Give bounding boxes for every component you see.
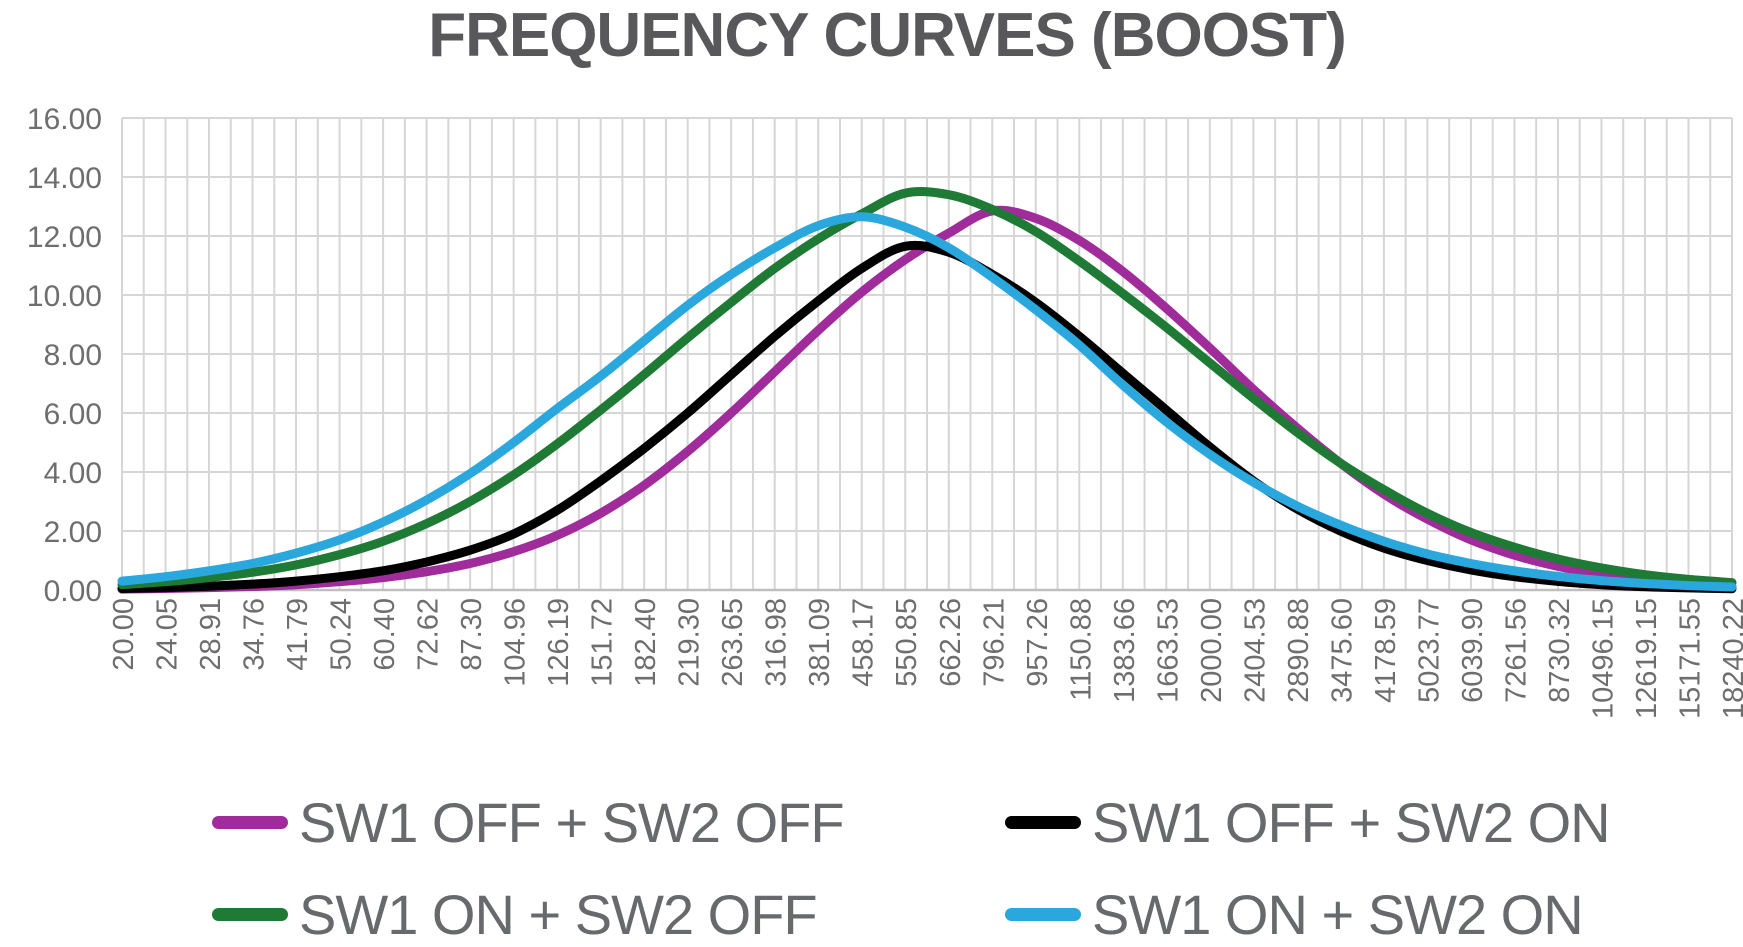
legend-label: SW1 ON + SW2 ON <box>1092 882 1584 946</box>
chart-title: FREQUENCY CURVES (BOOST) <box>428 1 1347 70</box>
y-tick-label: 10.00 <box>27 280 102 313</box>
legend-label: SW1 OFF + SW2 OFF <box>299 790 845 854</box>
x-tick-label: 381.09 <box>804 598 836 687</box>
legend-item-sw1-on-sw2-on: SW1 ON + SW2 ON <box>1005 881 1584 947</box>
legend-item-sw1-on-sw2-off: SW1 ON + SW2 OFF <box>212 881 818 947</box>
x-tick-label: 151.72 <box>587 598 619 687</box>
y-tick-label: 2.00 <box>44 516 102 549</box>
x-tick-label: 8730.32 <box>1544 598 1576 703</box>
x-tick-label: 6039.90 <box>1457 598 1489 703</box>
y-tick-label: 6.00 <box>44 398 102 431</box>
x-tick-label: 7261.56 <box>1500 598 1532 703</box>
y-tick-label: 4.00 <box>44 457 102 490</box>
legend-line-swatch-green <box>212 907 288 921</box>
x-tick-label: 20.00 <box>108 598 140 671</box>
series-line-sw1-off-sw2-on <box>117 240 1737 594</box>
series-line-sw1-on-sw2-off <box>117 187 1737 590</box>
legend-label: SW1 OFF + SW2 ON <box>1092 790 1611 854</box>
legend-item-sw1-off-sw2-off: SW1 OFF + SW2 OFF <box>212 789 845 855</box>
x-tick-label: 5023.77 <box>1413 598 1445 703</box>
x-tick-label: 1663.53 <box>1152 598 1184 703</box>
y-tick-label: 16.00 <box>27 103 102 136</box>
x-tick-label: 796.21 <box>978 598 1010 687</box>
x-tick-label: 104.96 <box>500 598 532 687</box>
x-tick-label: 662.26 <box>935 598 967 687</box>
x-tick-label: 72.62 <box>413 598 445 671</box>
x-tick-label: 550.85 <box>891 598 923 687</box>
series-line-sw1-on-sw2-on <box>117 212 1737 592</box>
y-tick-label: 12.00 <box>27 221 102 254</box>
x-tick-label: 41.79 <box>282 598 314 671</box>
x-tick-label: 1383.66 <box>1109 598 1141 703</box>
x-tick-label: 2890.88 <box>1283 598 1315 703</box>
y-tick-label: 0.00 <box>44 575 102 608</box>
x-tick-label: 1150.88 <box>1065 598 1097 701</box>
x-tick-label: 12619.15 <box>1631 598 1663 719</box>
x-tick-label: 2000.00 <box>1196 598 1228 703</box>
x-tick-label: 263.65 <box>717 598 749 687</box>
x-tick-label: 219.30 <box>674 598 706 687</box>
x-tick-label: 957.26 <box>1022 598 1054 687</box>
legend-line-swatch-cyan <box>1005 907 1081 921</box>
x-tick-label: 3475.60 <box>1326 598 1358 703</box>
x-tick-label: 458.17 <box>848 598 880 687</box>
x-tick-label: 87.30 <box>456 598 488 671</box>
x-tick-label: 2404.53 <box>1239 598 1271 703</box>
x-tick-label: 4178.59 <box>1370 598 1402 703</box>
x-tick-label: 18240.22 <box>1718 598 1743 719</box>
y-tick-label: 8.00 <box>44 339 102 372</box>
legend-line-swatch-black <box>1005 815 1081 829</box>
legend-line-swatch-purple <box>212 815 288 829</box>
x-tick-label: 28.91 <box>195 598 227 671</box>
legend-label: SW1 ON + SW2 OFF <box>299 882 818 946</box>
x-tick-label: 34.76 <box>239 598 271 671</box>
x-tick-label: 10496.15 <box>1587 598 1619 719</box>
x-tick-label: 15171.55 <box>1674 598 1706 719</box>
frequency-curves-plot: 0.00 2.00 4.00 6.00 8.00 10.00 12.00 14.00 16.00… <box>27 103 1743 719</box>
x-tick-label: 24.05 <box>152 598 184 671</box>
x-tick-label: 50.24 <box>326 598 358 671</box>
x-tick-label: 182.40 <box>630 598 662 687</box>
x-tick-label: 60.40 <box>369 598 401 671</box>
x-tick-label: 126.19 <box>543 598 575 687</box>
x-tick-label: 316.98 <box>761 598 793 687</box>
legend-item-sw1-off-sw2-on: SW1 OFF + SW2 ON <box>1005 789 1611 855</box>
y-tick-label: 14.00 <box>27 162 102 195</box>
